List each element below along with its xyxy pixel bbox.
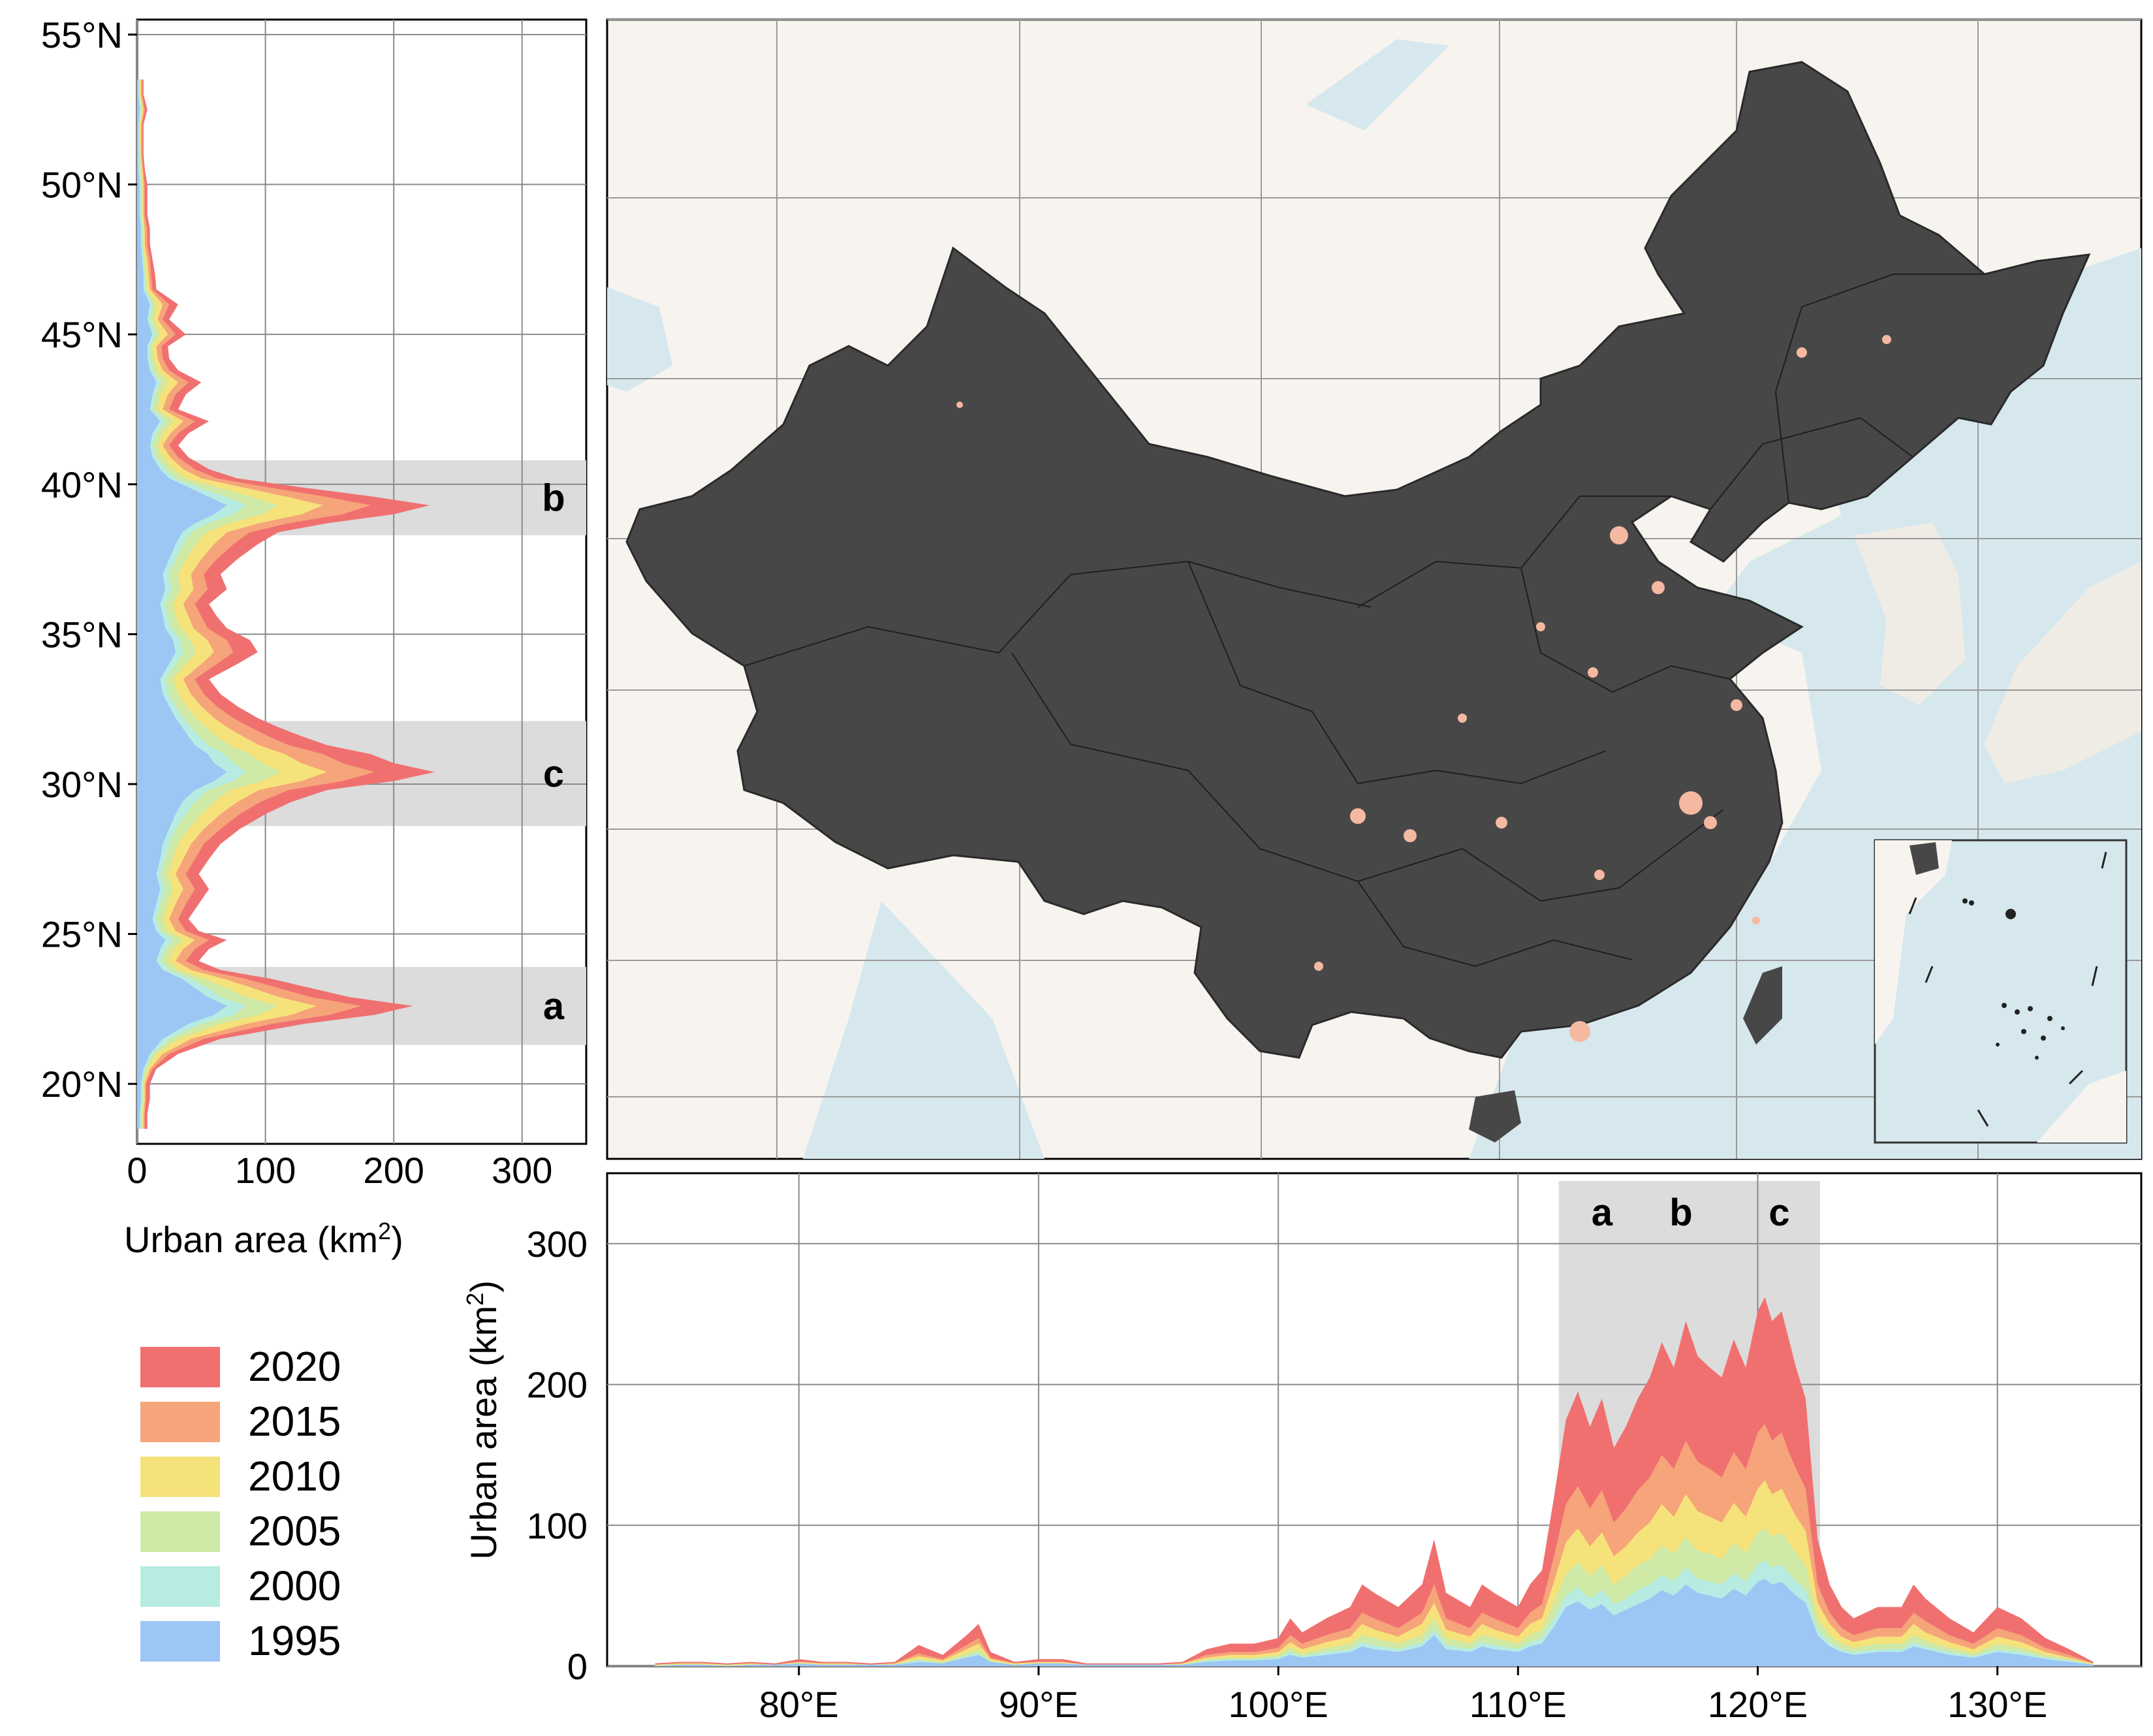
legend-swatch-2000: [140, 1566, 220, 1607]
japan: [1985, 561, 2141, 783]
inset-land-southeast: [2037, 1071, 2126, 1143]
latitude-series-1995: [137, 79, 227, 1129]
longitude-series-1995: [655, 1579, 2094, 1666]
legend-label-2015: 2015: [248, 1398, 341, 1445]
latitude-y-tick-label: 50°N: [41, 165, 123, 206]
longitude-y-tick-label: 100: [527, 1505, 588, 1546]
longitude-x-tick-label: 100°E: [1229, 1684, 1328, 1725]
latitude-y-tick-label: 45°N: [41, 314, 123, 355]
longitude-x-tick-label: 110°E: [1469, 1684, 1567, 1725]
latitude-y-tick-label: 25°N: [41, 914, 123, 955]
bay-of-bengal: [803, 901, 1045, 1159]
longitude-x-tick-label: 90°E: [999, 1684, 1078, 1725]
legend-swatch-2010: [140, 1457, 220, 1497]
longitude-y-axis-label: Urban area (km2): [462, 1280, 505, 1560]
korea: [1854, 522, 1965, 705]
longitude-band-label-a: a: [1592, 1192, 1613, 1234]
legend-swatch-2015: [140, 1402, 220, 1442]
legend-label-2010: 2010: [248, 1453, 341, 1500]
province-boundaries: [744, 274, 1985, 968]
caspian-sea: [607, 287, 672, 392]
latitude-band-label-b: b: [542, 477, 565, 519]
taiwan-island: [1743, 966, 1782, 1045]
longitude-x-tick-label: 120°E: [1708, 1684, 1808, 1725]
latitude-x-tick-label: 300: [492, 1150, 552, 1191]
longitude-y-tick-label: 0: [567, 1646, 588, 1687]
lake-baikal: [1306, 39, 1449, 131]
latitude-x-axis-label: Urban area (km2): [124, 1218, 403, 1261]
latitude-x-tick-label: 0: [127, 1150, 147, 1191]
inset-dash-line: [1908, 851, 2107, 1127]
hainan-island: [1469, 1090, 1521, 1143]
latitude-y-tick-label: 20°N: [41, 1064, 123, 1105]
latitude-band-label-c: c: [543, 753, 564, 795]
longitude-y-tick-label: 200: [527, 1365, 588, 1406]
latitude-y-tick-label: 40°N: [41, 464, 123, 505]
longitude-x-tick-label: 130°E: [1947, 1684, 2047, 1725]
urban-lights: [956, 335, 1891, 1042]
latitude-profile-chart: a b c 0 100 200 300 20°N 25°N 30°N 35°N 40°N 45°N 50…: [41, 14, 588, 1261]
legend-label-2020: 2020: [248, 1343, 341, 1390]
latitude-y-tick-label: 35°N: [41, 614, 123, 655]
legend-swatch-2020: [140, 1347, 220, 1387]
inset-hainan: [1909, 842, 1939, 875]
legend-label-2000: 2000: [248, 1562, 341, 1609]
legend-swatch-1995: [140, 1621, 220, 1662]
latitude-y-tick-label: 30°N: [41, 764, 123, 805]
legend-label-2005: 2005: [248, 1507, 341, 1555]
longitude-band-label-c: c: [1768, 1192, 1789, 1234]
longitude-plot-frame: [606, 1172, 2143, 1667]
legend-swatch-2005: [140, 1511, 220, 1552]
latitude-band-label-a: a: [543, 985, 565, 1028]
longitude-band-label-b: b: [1669, 1192, 1692, 1234]
china-map: [606, 18, 2143, 1160]
legend: 2020 2015 2010 2005 2000 1995: [140, 1343, 341, 1664]
inset-land-west: [1875, 840, 1952, 1045]
china-land: [625, 61, 2091, 1059]
longitude-y-tick-label: 300: [527, 1223, 588, 1265]
legend-label-1995: 1995: [248, 1617, 341, 1664]
longitude-profile-chart: a b c 80°E 90°E 100°E 110°E 120°E 130°E 0 100 200 3…: [462, 1172, 2143, 1725]
longitude-x-tick-label: 80°E: [759, 1684, 839, 1725]
latitude-y-tick-label: 55°N: [41, 14, 123, 55]
inset-islands: [1962, 898, 2065, 1060]
latitude-x-tick-label: 100: [235, 1150, 296, 1191]
latitude-x-tick-label: 200: [363, 1150, 424, 1191]
